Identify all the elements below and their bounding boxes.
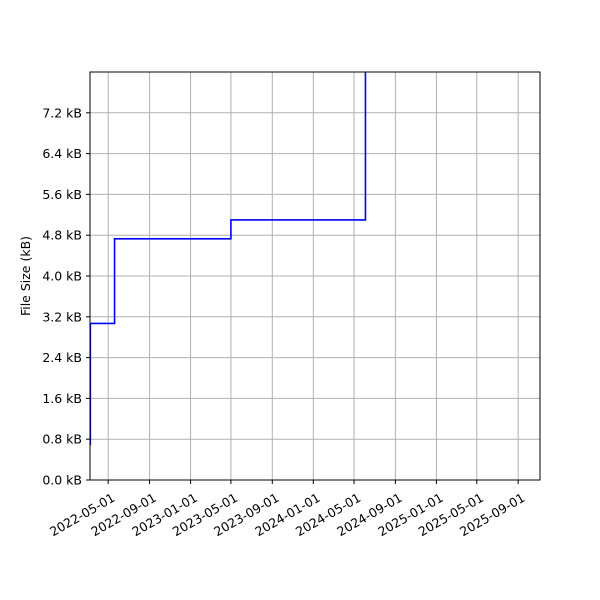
y-axis-label: File Size (kB) (18, 236, 33, 316)
y-tick-label: 1.6 kB (42, 391, 82, 406)
y-tick-label: 4.0 kB (42, 269, 82, 284)
y-tick-label: 0.0 kB (42, 473, 82, 488)
y-tick-label: 2.4 kB (42, 350, 82, 365)
y-tick-label: 7.2 kB (42, 105, 82, 120)
y-tick-label: 5.6 kB (42, 187, 82, 202)
y-axis: 0.0 kB 0.8 kB 1.6 kB 2.4 kB 3.2 kB 4.0 kB 4.8 … (42, 105, 90, 488)
y-tick-label: 6.4 kB (42, 146, 82, 161)
y-tick-label: 3.2 kB (42, 309, 82, 324)
y-tick-label: 4.8 kB (42, 228, 82, 243)
y-tick-label: 0.8 kB (42, 432, 82, 447)
